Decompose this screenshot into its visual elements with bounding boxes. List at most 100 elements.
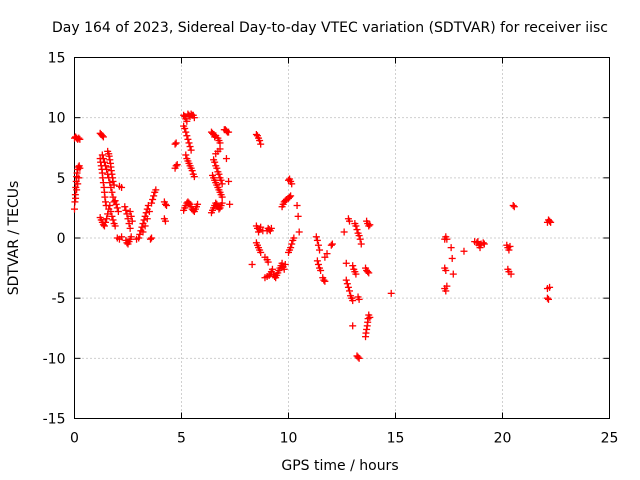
data-point (257, 140, 265, 148)
data-point (443, 235, 451, 243)
data-point (288, 180, 296, 188)
data-point (109, 193, 117, 201)
data-point (74, 180, 82, 188)
data-point (218, 193, 226, 201)
data-point (75, 174, 83, 182)
data-point (99, 155, 107, 163)
data-point (327, 241, 335, 249)
data-point (345, 217, 353, 225)
data-point (217, 176, 225, 184)
data-point (161, 217, 169, 225)
data-point (264, 258, 272, 266)
data-point (225, 177, 233, 185)
data-point (102, 162, 110, 170)
data-point (118, 233, 126, 241)
data-point (183, 117, 191, 125)
data-point (141, 222, 149, 230)
data-point (187, 146, 195, 154)
chart-title: Day 164 of 2023, Sidereal Day-to-day VTE… (52, 20, 608, 36)
data-point (215, 205, 223, 213)
data-point (287, 192, 295, 200)
data-point (186, 143, 194, 151)
data-point (342, 276, 350, 284)
data-point (447, 244, 455, 252)
data-point (449, 270, 457, 278)
data-point (127, 233, 135, 241)
data-point (114, 208, 122, 216)
x-tick-label: 5 (177, 431, 186, 447)
data-point (357, 240, 365, 248)
data-point (294, 212, 302, 220)
data-point (138, 223, 146, 231)
data-point (100, 158, 108, 166)
y-tick-label: -10 (43, 351, 66, 367)
data-point (313, 236, 321, 244)
data-point (103, 215, 111, 223)
y-tick-label: 15 (48, 51, 66, 67)
data-point (507, 270, 515, 278)
data-point (190, 173, 198, 181)
data-point (98, 132, 106, 140)
data-point (290, 234, 298, 242)
data-point (448, 254, 456, 262)
data-point (128, 217, 136, 225)
data-point (135, 234, 143, 242)
data-point (268, 265, 276, 273)
data-point (323, 250, 331, 258)
data-point (75, 134, 83, 142)
data-point (113, 204, 121, 212)
data-point (546, 217, 554, 225)
data-point (142, 209, 150, 217)
data-point (127, 212, 135, 220)
data-point (222, 155, 230, 163)
data-point (148, 234, 156, 242)
data-points (71, 110, 555, 362)
data-point (148, 199, 156, 207)
data-point (218, 199, 226, 207)
data-point (118, 183, 126, 191)
data-point (545, 295, 553, 303)
data-point (265, 271, 273, 279)
y-tick-label: -15 (43, 412, 66, 428)
data-point (182, 151, 190, 159)
data-point (76, 135, 84, 143)
data-point (442, 287, 450, 295)
data-point (543, 294, 551, 302)
data-point (108, 188, 116, 196)
data-point (211, 158, 219, 166)
data-point (286, 193, 294, 201)
data-point (354, 353, 362, 361)
data-point (287, 244, 295, 252)
data-point (349, 297, 357, 305)
data-point (320, 276, 328, 284)
data-point (365, 222, 373, 230)
data-point (316, 246, 324, 254)
data-point (181, 124, 189, 132)
data-point (188, 167, 196, 175)
data-point (99, 133, 107, 141)
data-point (355, 232, 363, 240)
data-point (143, 215, 151, 223)
data-point (442, 266, 450, 274)
x-axis-label: GPS time / hours (281, 458, 398, 474)
data-point (314, 241, 322, 249)
data-point (344, 283, 352, 291)
data-point (321, 253, 329, 261)
data-point (280, 265, 288, 273)
data-point (443, 282, 451, 290)
data-point (185, 139, 193, 147)
data-point (112, 200, 120, 208)
data-point (107, 208, 115, 216)
data-point (317, 266, 325, 274)
data-point (349, 262, 357, 270)
data-point (366, 313, 374, 321)
data-point (366, 221, 374, 229)
data-point (288, 240, 296, 248)
data-point (126, 208, 134, 216)
data-point (190, 114, 198, 122)
data-point (387, 289, 395, 297)
data-point (150, 192, 158, 200)
data-point (139, 228, 147, 236)
data-point (122, 206, 130, 214)
data-point (313, 257, 321, 265)
